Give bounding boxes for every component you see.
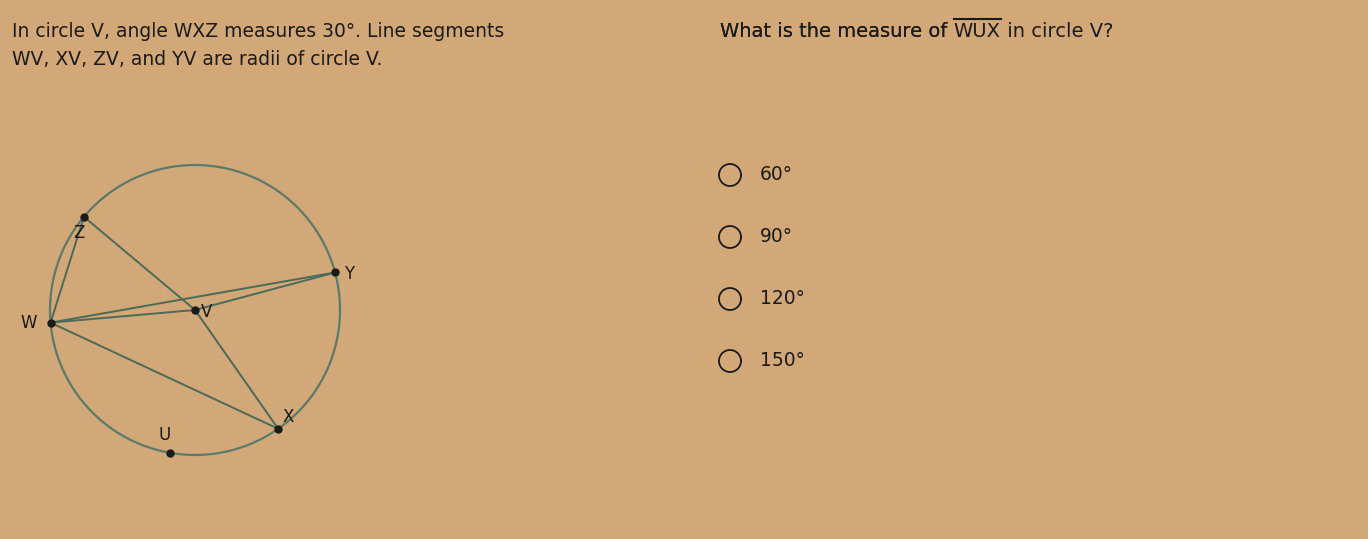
Text: U: U xyxy=(159,426,171,444)
Text: What is the measure of: What is the measure of xyxy=(720,22,953,41)
Text: 120°: 120° xyxy=(761,289,804,308)
Text: Y: Y xyxy=(343,266,354,284)
Text: In circle V, angle WXZ measures 30°. Line segments: In circle V, angle WXZ measures 30°. Lin… xyxy=(12,22,505,41)
Text: Z: Z xyxy=(74,224,85,242)
Text: What is the measure of: What is the measure of xyxy=(720,22,953,41)
Text: WV, XV, ZV, and YV are radii of circle V.: WV, XV, ZV, and YV are radii of circle V… xyxy=(12,50,383,69)
Text: WUX: WUX xyxy=(953,22,1000,41)
Text: 90°: 90° xyxy=(761,227,793,246)
Text: in circle V?: in circle V? xyxy=(1000,22,1114,41)
Text: 60°: 60° xyxy=(761,165,793,184)
Text: W: W xyxy=(21,314,37,331)
Text: 150°: 150° xyxy=(761,351,804,370)
Text: V: V xyxy=(201,303,212,321)
Text: X: X xyxy=(282,408,294,426)
